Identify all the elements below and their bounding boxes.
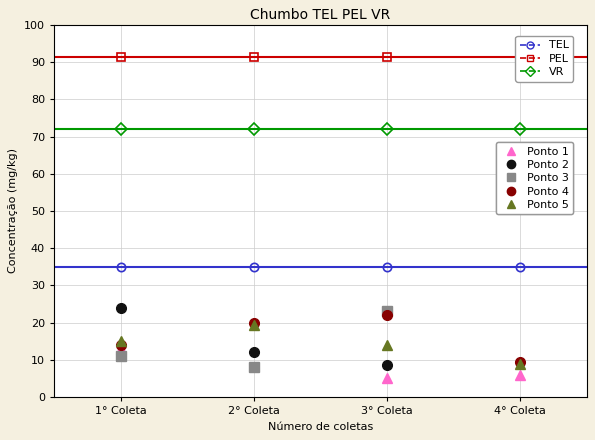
Title: Chumbo TEL PEL VR: Chumbo TEL PEL VR — [250, 8, 390, 22]
X-axis label: Número de coletas: Número de coletas — [268, 422, 373, 432]
Legend: Ponto 1, Ponto 2, Ponto 3, Ponto 4, Ponto 5: Ponto 1, Ponto 2, Ponto 3, Ponto 4, Pont… — [496, 142, 573, 214]
Y-axis label: Concentração (mg/kg): Concentração (mg/kg) — [8, 148, 18, 274]
